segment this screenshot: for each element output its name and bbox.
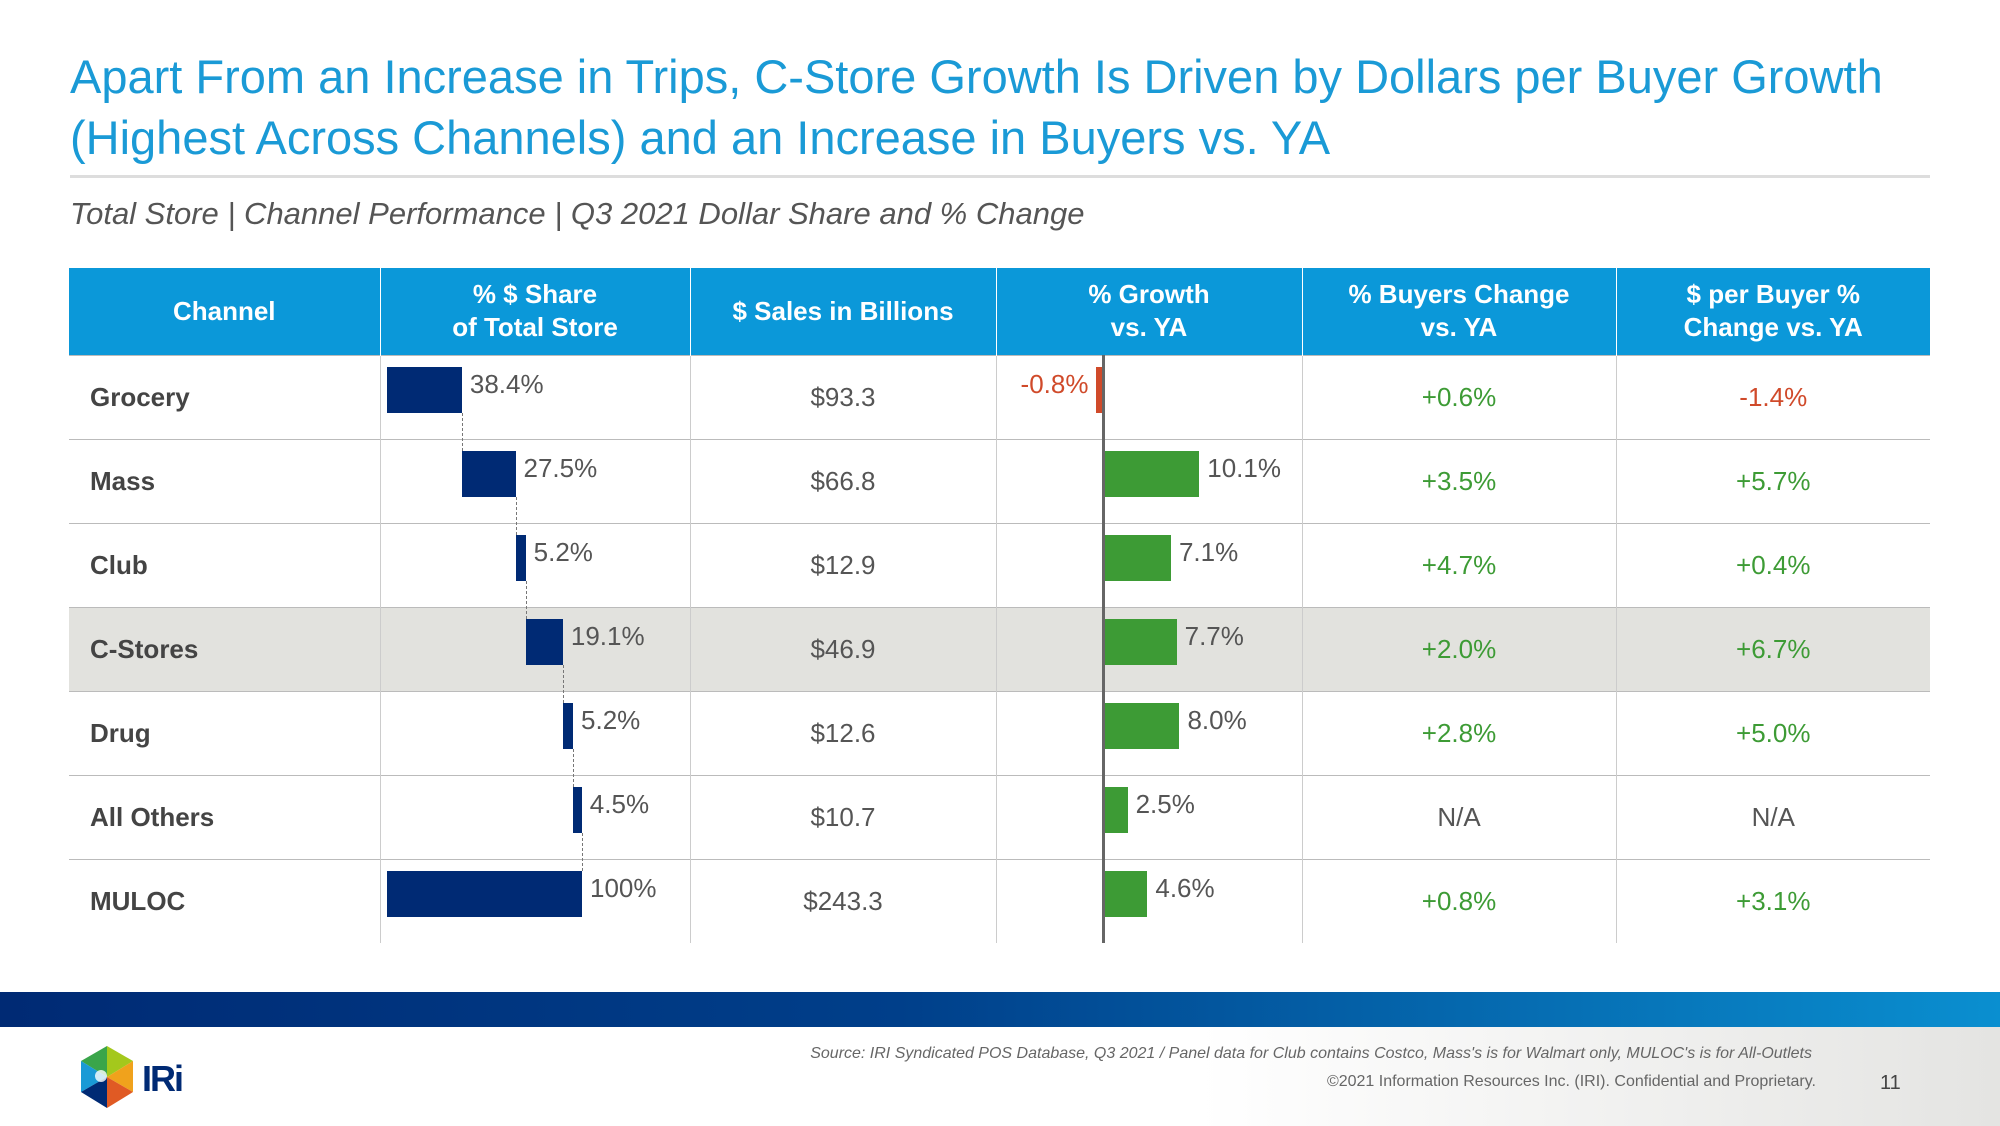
share-cell (379, 522, 690, 607)
slide-title: Apart From an Increase in Trips, C-Store… (70, 50, 1883, 164)
table-row: C-Stores $46.9 +2.0% +6.7% (69, 606, 1930, 691)
column-header: % $ Share of Total Store (379, 268, 690, 355)
table-row: All Others $10.7 N/A N/A (69, 774, 1930, 859)
table-row: Club $12.9 +4.7% +0.4% (69, 522, 1930, 607)
channel-name: All Others (69, 774, 380, 859)
share-cell (379, 858, 690, 943)
footer-band (0, 992, 2000, 1027)
share-cell (379, 690, 690, 775)
iri-logo-icon (81, 1046, 133, 1108)
buyers-change: +3.5% (1301, 438, 1616, 523)
share-cell (379, 354, 690, 439)
table-row: Drug $12.6 +2.8% +5.0% (69, 690, 1930, 775)
share-cell (379, 606, 690, 691)
dollars-per-buyer-change: +6.7% (1615, 606, 1930, 691)
table-row: Mass $66.8 +3.5% +5.7% (69, 438, 1930, 523)
growth-cell (995, 522, 1302, 607)
buyers-change: +0.8% (1301, 858, 1616, 943)
slide-subtitle: Total Store | Channel Performance | Q3 2… (70, 196, 1085, 231)
page-number: 11 (1880, 1072, 1901, 1094)
sales-value: $10.7 (689, 774, 996, 859)
sales-value: $46.9 (689, 606, 996, 691)
buyers-change: +0.6% (1301, 354, 1616, 439)
table-header-row: Channel% $ Share of Total Store $ Sales i… (69, 268, 1930, 355)
sales-value: $243.3 (689, 858, 996, 943)
column-header: $ per Buyer % Change vs. YA (1615, 268, 1930, 355)
buyers-change: +4.7% (1301, 522, 1616, 607)
logo-text: IRi (142, 1058, 184, 1099)
sales-value: $12.6 (689, 690, 996, 775)
channel-name: Club (69, 522, 380, 607)
source-note: Source: IRI Syndicated POS Database, Q3 … (810, 1045, 1812, 1062)
growth-zero-axis (1102, 355, 1105, 943)
share-cell (379, 438, 690, 523)
buyers-change: N/A (1301, 774, 1616, 859)
growth-cell (995, 858, 1302, 943)
column-header: % Buyers Change vs. YA (1301, 268, 1616, 355)
channel-name: Drug (69, 690, 380, 775)
channel-performance-table: Channel% $ Share of Total Store $ Sales i… (69, 268, 1930, 943)
dollars-per-buyer-change: +5.7% (1615, 438, 1930, 523)
growth-cell (995, 690, 1302, 775)
channel-name: C-Stores (69, 606, 380, 691)
column-header: % Growth vs. YA (995, 268, 1302, 355)
sales-value: $93.3 (689, 354, 996, 439)
share-cell (379, 774, 690, 859)
growth-cell (995, 774, 1302, 859)
channel-name: Grocery (69, 354, 380, 439)
footer (0, 1027, 2000, 1126)
dollars-per-buyer-change: -1.4% (1615, 354, 1930, 439)
column-header: $ Sales in Billions (689, 268, 996, 355)
buyers-change: +2.0% (1301, 606, 1616, 691)
column-header: Channel (69, 268, 380, 355)
sales-value: $66.8 (689, 438, 996, 523)
channel-name: Mass (69, 438, 380, 523)
growth-cell (995, 354, 1302, 439)
sales-value: $12.9 (689, 522, 996, 607)
buyers-change: +2.8% (1301, 690, 1616, 775)
growth-cell (995, 606, 1302, 691)
copyright: ©2021 Information Resources Inc. (IRI). … (1326, 1073, 1816, 1090)
dollars-per-buyer-change: +5.0% (1615, 690, 1930, 775)
channel-name: MULOC (69, 858, 380, 943)
title-divider (70, 175, 1930, 178)
dollars-per-buyer-change: N/A (1615, 774, 1930, 859)
dollars-per-buyer-change: +0.4% (1615, 522, 1930, 607)
table-row: Grocery $93.3 +0.6% -1.4% (69, 354, 1930, 439)
table-row: MULOC $243.3 +0.8% +3.1% (69, 858, 1930, 943)
dollars-per-buyer-change: +3.1% (1615, 858, 1930, 943)
growth-cell (995, 438, 1302, 523)
